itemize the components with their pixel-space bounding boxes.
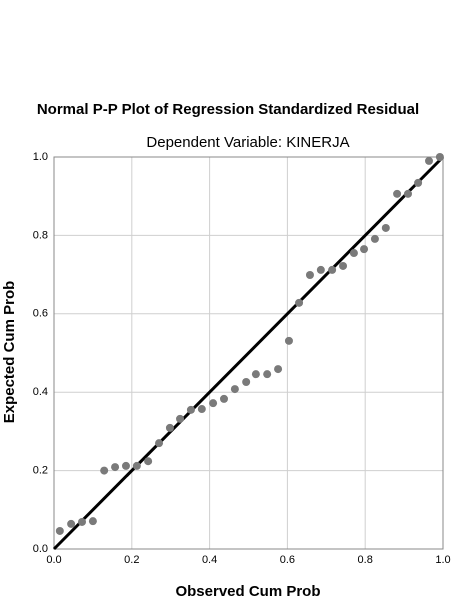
point (209, 399, 218, 408)
x-tick-label: 1.0 (435, 554, 450, 566)
x-tick-label: 0.4 (202, 554, 217, 566)
point (88, 517, 97, 526)
point (197, 405, 206, 414)
point (165, 423, 174, 432)
point (100, 466, 109, 475)
x-tick-label: 0.2 (124, 554, 139, 566)
point (274, 365, 283, 374)
point (121, 461, 130, 470)
point (78, 517, 87, 526)
point (393, 189, 402, 198)
point (305, 270, 314, 279)
point (328, 265, 337, 274)
plot-border (53, 156, 444, 550)
point (55, 526, 64, 535)
x-axis-label: Observed Cum Prob (175, 583, 320, 600)
point (176, 414, 185, 423)
y-tick-label: 1.0 (33, 151, 48, 163)
point (219, 394, 228, 403)
point (263, 370, 272, 379)
point (242, 378, 251, 387)
y-tick-label: 0.8 (33, 229, 48, 241)
y-tick-label: 0.0 (33, 543, 48, 555)
point (67, 519, 76, 528)
point (435, 153, 444, 161)
chart-subtitle: Dependent Variable: KINERJA (146, 134, 349, 151)
point (424, 156, 433, 165)
point (295, 298, 304, 307)
point (370, 234, 379, 243)
point (381, 223, 390, 232)
point (155, 439, 164, 448)
point (316, 265, 325, 274)
y-axis-label: Expected Cum Prob (1, 281, 18, 424)
point (132, 461, 141, 470)
y-tick-label: 0.4 (33, 386, 48, 398)
point (251, 370, 260, 379)
point (414, 178, 423, 187)
x-tick-label: 0.8 (358, 554, 373, 566)
point (230, 385, 239, 394)
x-tick-label: 0.0 (46, 554, 61, 566)
point (349, 249, 358, 258)
point (360, 245, 369, 254)
point (284, 336, 293, 345)
chart-title: Normal P-P Plot of Regression Standardiz… (37, 101, 419, 118)
point (144, 457, 153, 466)
point (339, 261, 348, 270)
y-tick-label: 0.6 (33, 308, 48, 320)
point (403, 189, 412, 198)
y-tick-label: 0.2 (33, 465, 48, 477)
x-tick-label: 0.6 (280, 554, 295, 566)
reference-line (52, 155, 445, 551)
point (111, 463, 120, 472)
point (186, 405, 195, 414)
